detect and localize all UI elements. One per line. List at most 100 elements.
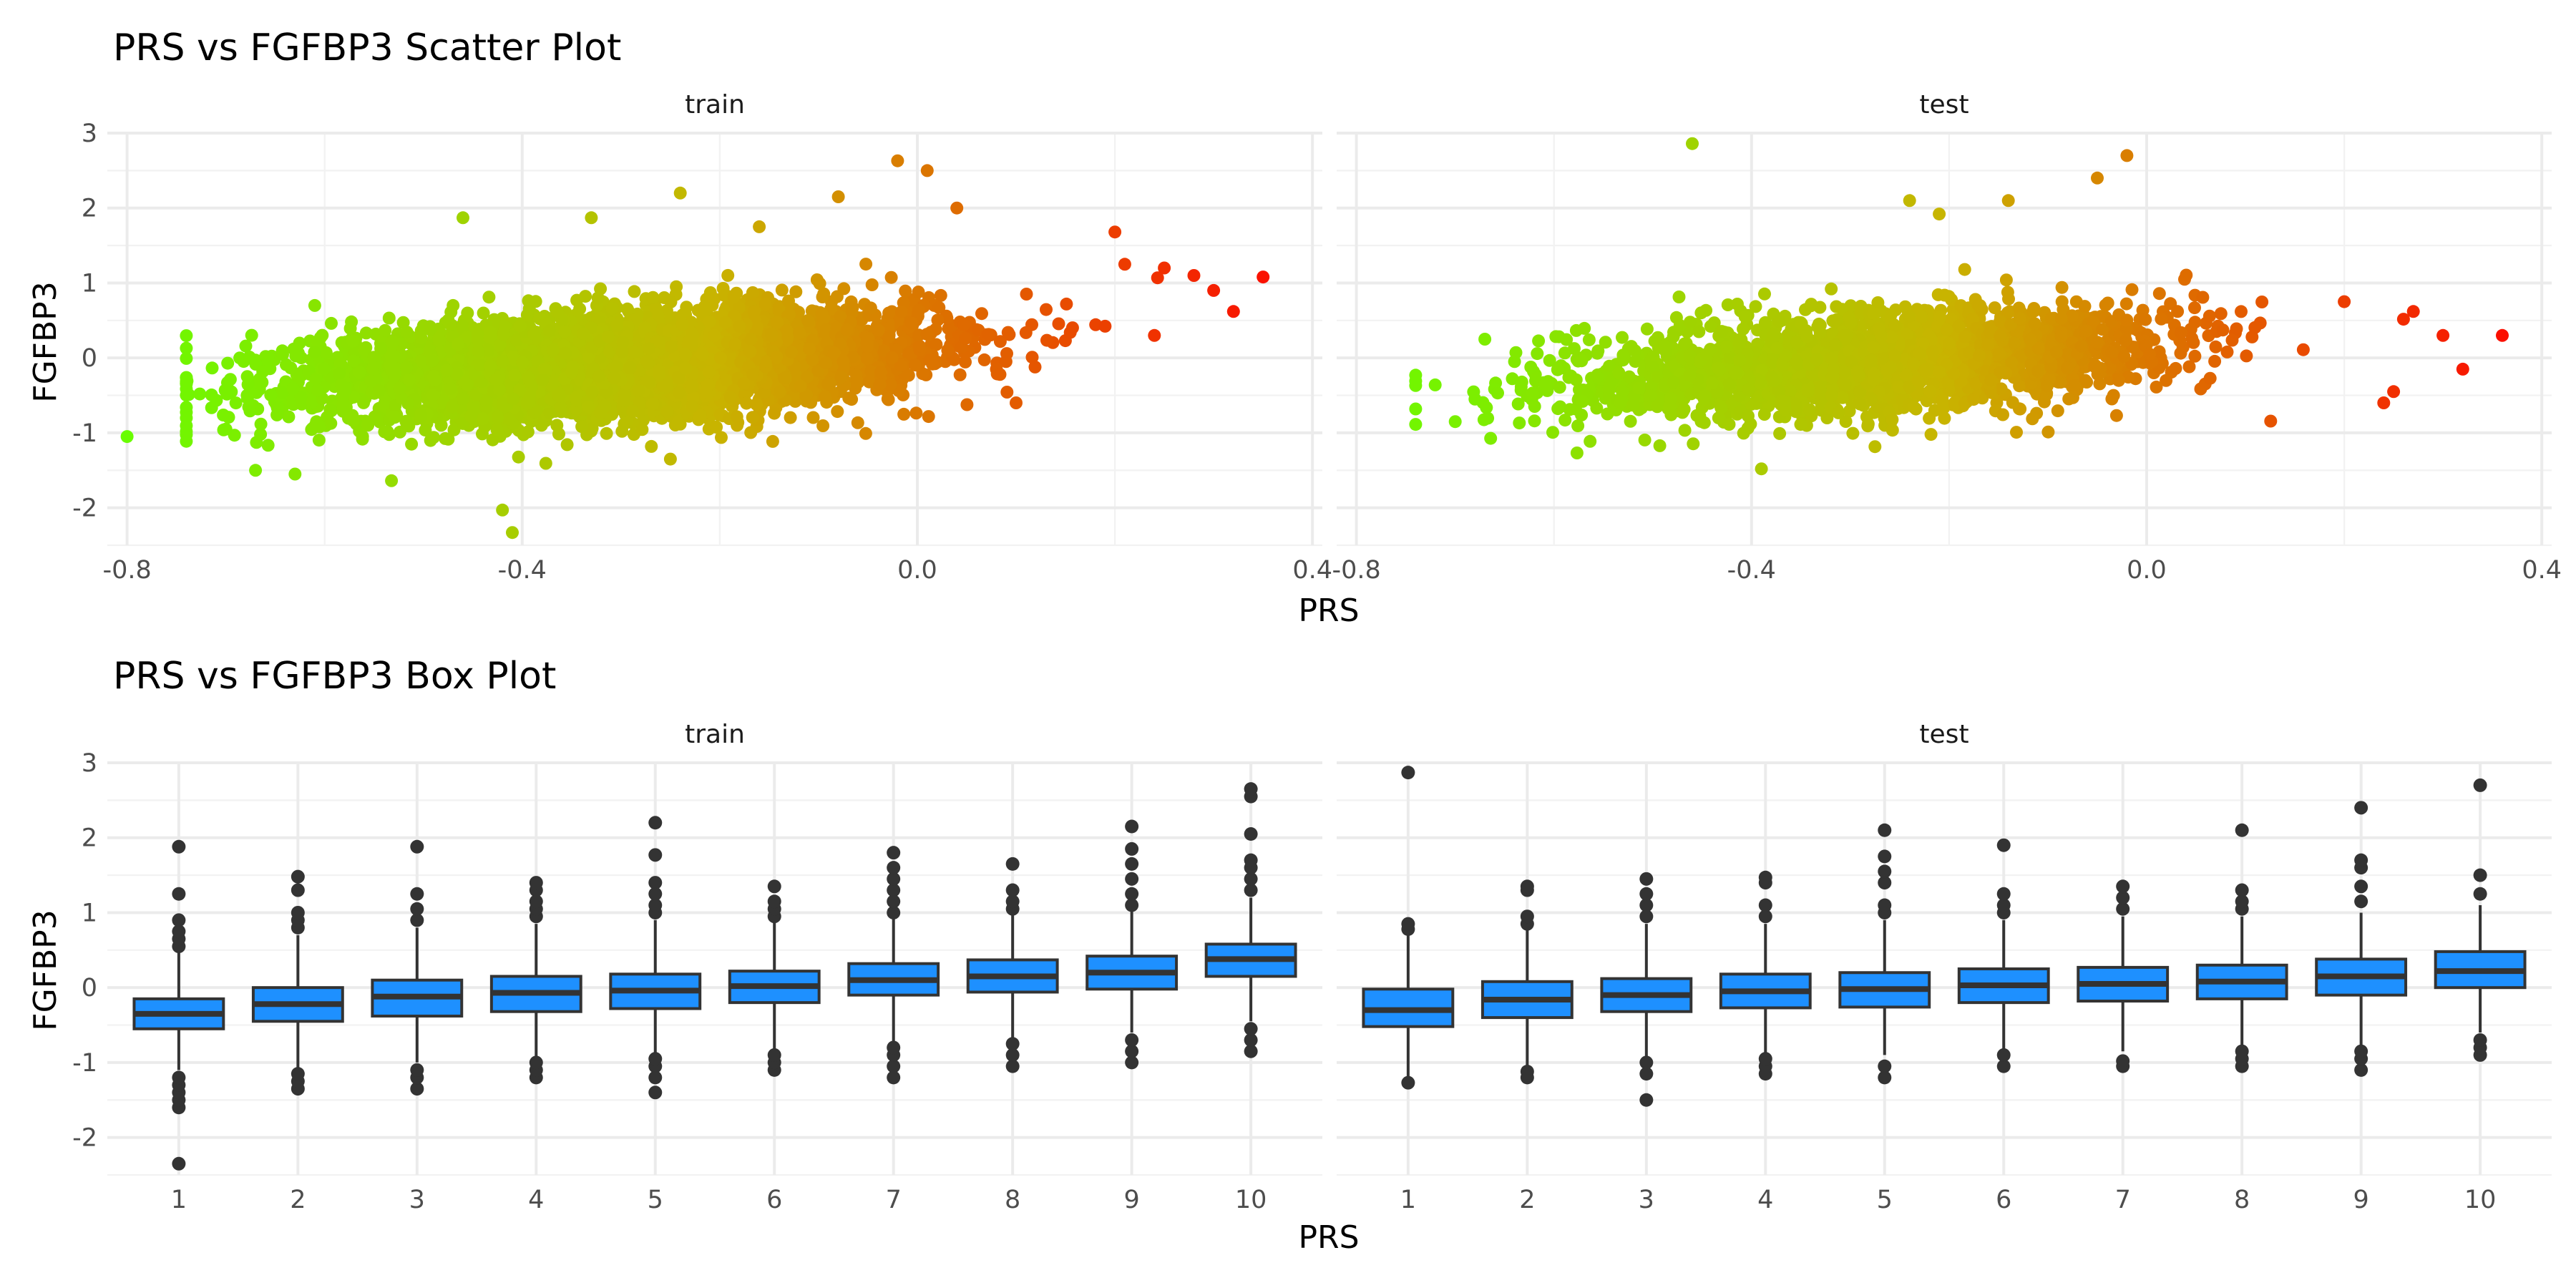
scatter-point [865, 278, 879, 291]
scatter-point [529, 295, 542, 308]
scatter-point [1002, 328, 1016, 341]
scatter-point [727, 290, 741, 303]
scatter-point [318, 362, 331, 376]
scatter-point [1098, 319, 1112, 333]
scatter-point [388, 411, 401, 424]
scatter-point [308, 346, 321, 359]
scatter-point [913, 339, 926, 353]
y-tick-label: 2 [82, 195, 97, 223]
scatter-point [502, 412, 516, 426]
scatter-point [457, 392, 470, 405]
scatter-point [570, 293, 584, 307]
scatter-point [645, 439, 658, 453]
scatter-point [222, 411, 235, 424]
scatter-point [361, 419, 375, 432]
y-tick-label: 0 [82, 344, 97, 373]
scatter-point [746, 286, 759, 299]
scatter-point [240, 391, 254, 405]
scatter-point [1040, 303, 1053, 316]
scatter-point [308, 419, 322, 432]
scatter-point [861, 352, 874, 365]
scatter-point [960, 398, 974, 411]
scatter-point [345, 315, 358, 328]
scatter-point [254, 428, 268, 441]
scatter-point [1000, 386, 1014, 399]
scatter-point [721, 268, 735, 282]
scatter-point [180, 375, 193, 388]
scatter-point [744, 426, 758, 439]
scatter-point [423, 320, 436, 333]
scatter-point [909, 406, 923, 420]
scatter-point [837, 282, 851, 296]
scatter-point [180, 329, 193, 343]
scatter-point [311, 384, 324, 397]
scatter-point [210, 394, 223, 407]
y-tick-label: -1 [72, 419, 97, 448]
scatter-point [1025, 351, 1039, 364]
scatter-point [414, 411, 427, 424]
scatter-point [773, 385, 786, 399]
y-tick-label: 1 [82, 269, 97, 298]
scatter-point [882, 306, 896, 320]
scatter-point [539, 457, 552, 470]
scatter-point [385, 336, 399, 349]
scatter-point [922, 410, 935, 424]
scatter-point [993, 368, 1007, 381]
scatter-chart-title: PRS vs FGFBP3 Scatter Plot [113, 26, 621, 69]
scatter-point [378, 425, 391, 439]
scatter-point [245, 328, 258, 342]
scatter-point [852, 376, 864, 389]
scatter-point [319, 346, 333, 359]
scatter-point [897, 407, 911, 421]
scatter-point [1151, 271, 1164, 285]
scatter-chart: PRS vs FGFBP3 Scatter Plot PRS FGFBP3 tr… [27, 26, 2562, 629]
x-tick-label: 0.4 [1292, 556, 1332, 585]
scatter-point [671, 416, 685, 429]
scatter-point [730, 410, 743, 424]
scatter-point [664, 295, 678, 308]
scatter-point [912, 286, 925, 299]
scatter-point [959, 355, 972, 369]
scatter-point [182, 388, 195, 401]
scatter-point [600, 426, 613, 440]
scatter-point [993, 335, 1007, 348]
scatter-point [497, 328, 510, 341]
scatter-point [831, 405, 844, 419]
scatter-point [240, 370, 254, 384]
scatter-point [477, 306, 490, 320]
y-tick-label: -2 [72, 494, 97, 523]
scatter-point [780, 324, 794, 337]
scatter-point [782, 294, 795, 308]
scatter-y-axis-title: FGFBP3 [27, 281, 64, 402]
scatter-point [646, 291, 660, 304]
scatter-point [223, 373, 237, 386]
strip-label-train: train [685, 90, 745, 119]
scatter-point [859, 426, 872, 440]
scatter-point [490, 423, 504, 436]
scatter-point [710, 420, 723, 434]
scatter-point [336, 404, 350, 417]
scatter-point [768, 406, 781, 420]
scatter-point [806, 411, 820, 424]
scatter-point [508, 369, 522, 382]
scatter-point [205, 361, 219, 375]
scatter-point [816, 419, 830, 432]
scatter-point [977, 353, 991, 366]
scatter-point [746, 411, 759, 424]
scatter-point [243, 404, 257, 418]
scatter-point [180, 351, 193, 365]
scatter-point [221, 356, 235, 370]
scatter-point [312, 434, 326, 447]
scatter-point [594, 282, 608, 296]
scatter-point [766, 434, 779, 448]
scatter-point [439, 431, 452, 445]
scatter-point [632, 384, 645, 397]
scatter-point [815, 307, 829, 321]
scatter-point [816, 291, 829, 303]
scatter-point [924, 353, 937, 367]
scatter-x-axis-title: PRS [1298, 592, 1359, 629]
scatter-point [670, 280, 683, 293]
scatter-point [610, 319, 623, 332]
